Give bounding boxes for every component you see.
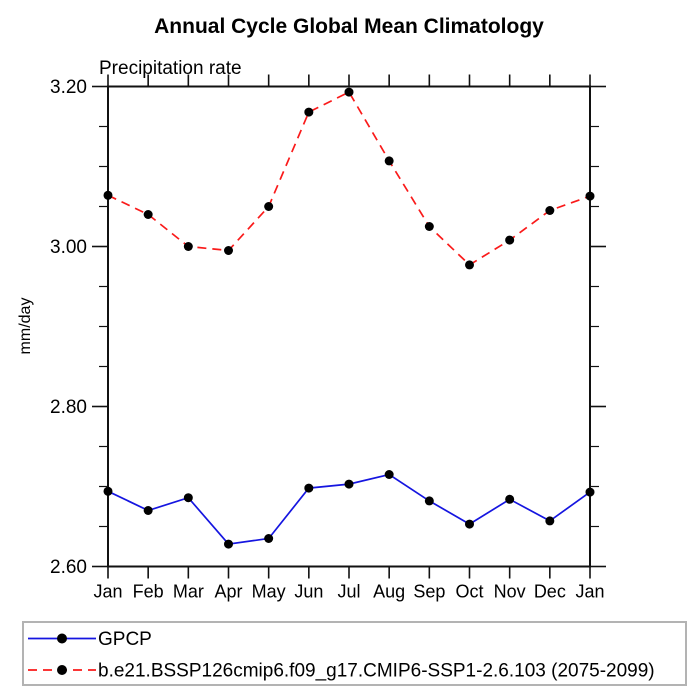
data-point-marker bbox=[424, 222, 434, 231]
data-point-marker bbox=[545, 516, 555, 526]
data-point-marker bbox=[304, 483, 314, 493]
legend-box bbox=[22, 621, 687, 686]
x-tick-label: Dec bbox=[534, 582, 566, 602]
legend-marker bbox=[57, 665, 67, 675]
x-tick-label: Apr bbox=[214, 582, 242, 602]
x-tick-label: Jul bbox=[337, 582, 360, 602]
x-tick-label: Jan bbox=[93, 582, 122, 602]
x-tick-label: Jan bbox=[575, 582, 604, 602]
axes: Jan Feb Mar Apr May Jun Jul Aug Sep Oct Nov Dec Jan 3… bbox=[50, 74, 606, 602]
data-point-marker bbox=[505, 235, 515, 245]
x-tick-label: Feb bbox=[133, 582, 164, 602]
data-point-marker bbox=[585, 487, 595, 497]
chart-subtitle: Precipitation rate bbox=[99, 58, 242, 79]
legend-label: GPCP bbox=[98, 629, 152, 650]
y-tick-label: 3.20 bbox=[50, 77, 87, 98]
data-point-marker bbox=[183, 242, 193, 251]
data-point-marker bbox=[103, 486, 113, 496]
data-point-marker bbox=[224, 246, 233, 255]
data-point-marker bbox=[224, 539, 233, 549]
data-point-marker bbox=[264, 202, 274, 211]
y-tick-label: 2.60 bbox=[50, 557, 87, 578]
data-point-marker bbox=[384, 470, 394, 479]
data-point-marker bbox=[465, 519, 474, 529]
data-point-marker bbox=[545, 206, 555, 215]
data-point-marker bbox=[143, 210, 153, 219]
x-tick-label: Aug bbox=[373, 582, 405, 602]
y-tick-label: 2.80 bbox=[50, 397, 87, 418]
data-point-marker bbox=[505, 494, 515, 504]
data-point-marker bbox=[424, 496, 434, 506]
series-line-dashed bbox=[107, 90, 591, 266]
data-point-marker bbox=[103, 190, 113, 200]
y-tick-label: 3.00 bbox=[50, 237, 87, 258]
data-point-marker bbox=[143, 506, 153, 515]
data-point-marker bbox=[344, 479, 354, 489]
data-point-marker bbox=[183, 493, 193, 503]
legend: GPCP b.e21.BSSP126cmip6.f09_g17.CMIP6-SSP… bbox=[22, 621, 687, 686]
x-tick-label: Mar bbox=[173, 582, 204, 602]
data-point-marker bbox=[304, 107, 314, 117]
plot-frame bbox=[107, 85, 591, 568]
data-point-marker bbox=[384, 156, 394, 166]
x-tick-label: Jun bbox=[294, 582, 323, 602]
data-point-marker bbox=[585, 191, 595, 201]
legend-marker bbox=[57, 633, 67, 644]
data-point-marker bbox=[264, 534, 274, 543]
y-axis-label: mm/day bbox=[17, 298, 34, 355]
x-tick-label: Nov bbox=[494, 582, 526, 602]
legend-label: b.e21.BSSP126cmip6.f09_g17.CMIP6-SSP1-2.… bbox=[98, 661, 655, 682]
x-tick-label: May bbox=[252, 582, 286, 602]
chart-title: Annual Cycle Global Mean Climatology bbox=[154, 15, 544, 38]
data-point-marker bbox=[465, 260, 474, 270]
data-point-marker bbox=[344, 87, 354, 97]
x-tick-label: Sep bbox=[413, 582, 445, 602]
series-layer bbox=[103, 87, 595, 549]
x-tick-label: Oct bbox=[455, 582, 483, 602]
